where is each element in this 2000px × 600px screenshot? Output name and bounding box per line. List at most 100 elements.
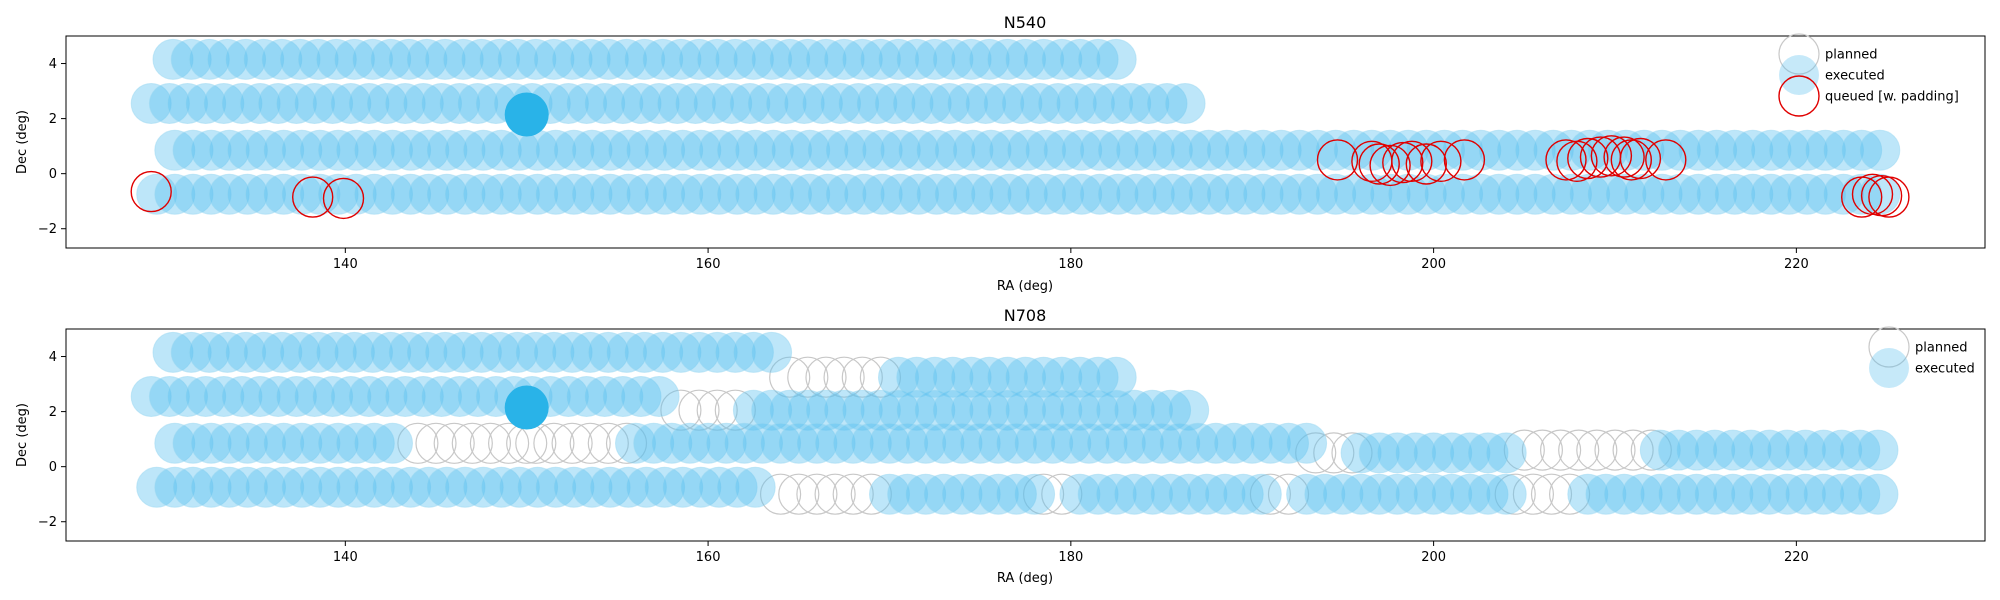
executed-marker	[172, 422, 214, 464]
x-tick-label: 180	[1058, 550, 1083, 565]
executed-marker	[1151, 173, 1193, 215]
executed-marker	[1485, 473, 1527, 515]
executed-marker	[299, 466, 341, 508]
planned-marker	[1313, 432, 1355, 474]
legend-marker-queued	[1778, 75, 1820, 117]
queued-marker	[1391, 140, 1433, 183]
executed-marker	[801, 83, 843, 124]
current-field-marker	[504, 385, 549, 430]
executed-marker	[1730, 429, 1772, 471]
executed-marker	[644, 129, 686, 171]
executed-marker	[1032, 422, 1074, 464]
executed-marker	[1068, 422, 1110, 464]
executed-marker	[1803, 429, 1845, 471]
executed-marker	[1177, 422, 1219, 464]
executed-marker	[1714, 129, 1756, 171]
executed-marker	[390, 466, 432, 508]
executed-marker	[986, 389, 1028, 431]
executed-marker	[553, 129, 595, 171]
executed-marker	[988, 173, 1030, 215]
executed-marker	[1037, 83, 1079, 124]
executed-marker	[388, 331, 430, 373]
executed-marker	[1603, 473, 1645, 515]
executed-marker	[1206, 173, 1248, 215]
executed-marker	[1449, 432, 1491, 474]
executed-marker	[934, 129, 976, 171]
executed-marker	[1395, 473, 1436, 515]
executed-marker	[1676, 429, 1718, 471]
legend-marker-executed	[1869, 348, 1909, 388]
executed-marker	[294, 376, 335, 417]
executed-marker	[297, 331, 339, 373]
executed-marker	[1823, 173, 1864, 215]
executed-marker	[714, 38, 756, 80]
executed-marker	[1095, 389, 1137, 431]
planned-marker	[859, 356, 902, 398]
executed-marker	[130, 376, 172, 417]
executed-marker	[315, 331, 357, 373]
executed-marker	[1073, 83, 1115, 124]
executed-marker	[843, 173, 885, 215]
planned-marker	[1530, 473, 1573, 515]
executed-marker	[312, 83, 354, 124]
planned-marker	[805, 356, 847, 398]
executed-marker	[932, 356, 974, 398]
executed-marker	[1467, 473, 1509, 515]
executed-marker	[732, 389, 774, 431]
axes-frame-1	[65, 328, 1986, 542]
executed-marker	[421, 83, 462, 124]
executed-marker	[587, 331, 629, 373]
executed-marker	[602, 83, 644, 124]
executed-marker	[257, 376, 299, 417]
executed-marker	[968, 389, 1010, 431]
executed-marker	[372, 422, 413, 464]
executed-marker	[1186, 473, 1228, 515]
executed-marker	[1224, 129, 1266, 171]
executed-marker	[838, 83, 880, 124]
planned-marker	[397, 422, 439, 464]
executed-marker	[1014, 473, 1056, 515]
executed-marker	[1278, 173, 1320, 215]
executed-marker	[130, 83, 172, 124]
executed-marker	[1150, 473, 1192, 515]
executed-marker	[185, 376, 227, 417]
executed-marker	[517, 466, 559, 508]
executed-marker	[1297, 173, 1338, 215]
queued-marker	[1316, 139, 1359, 181]
executed-marker	[742, 422, 783, 464]
executed-marker	[1677, 129, 1719, 171]
executed-marker	[606, 38, 647, 80]
executed-marker	[1168, 473, 1210, 515]
executed-marker	[698, 173, 740, 215]
executed-marker	[263, 129, 305, 171]
executed-marker	[185, 83, 227, 124]
executed-marker	[167, 83, 208, 124]
executed-marker	[1188, 129, 1230, 171]
executed-marker	[1315, 173, 1357, 215]
executed-marker	[457, 83, 499, 124]
executed-marker	[1170, 129, 1212, 171]
executed-marker	[384, 83, 426, 124]
executed-marker	[1023, 356, 1065, 398]
executed-marker	[783, 83, 825, 124]
executed-marker	[566, 83, 608, 124]
executed-marker	[734, 173, 776, 215]
executed-marker	[515, 38, 557, 80]
executed-marker	[1059, 389, 1101, 431]
planned-marker	[1594, 429, 1636, 471]
executed-marker	[965, 83, 1007, 124]
executed-marker	[1467, 432, 1509, 474]
executed-marker	[348, 376, 390, 417]
executed-marker	[916, 129, 958, 171]
executed-marker	[934, 173, 976, 215]
executed-marker	[1014, 422, 1056, 464]
executed-marker	[388, 38, 430, 80]
executed-marker	[315, 38, 357, 80]
executed-marker	[1732, 173, 1774, 215]
executed-marker	[1784, 473, 1826, 515]
executed-marker	[281, 422, 323, 464]
executed-marker	[898, 129, 939, 171]
executed-marker	[424, 38, 466, 80]
planned-marker	[451, 422, 493, 464]
executed-marker	[348, 83, 390, 124]
